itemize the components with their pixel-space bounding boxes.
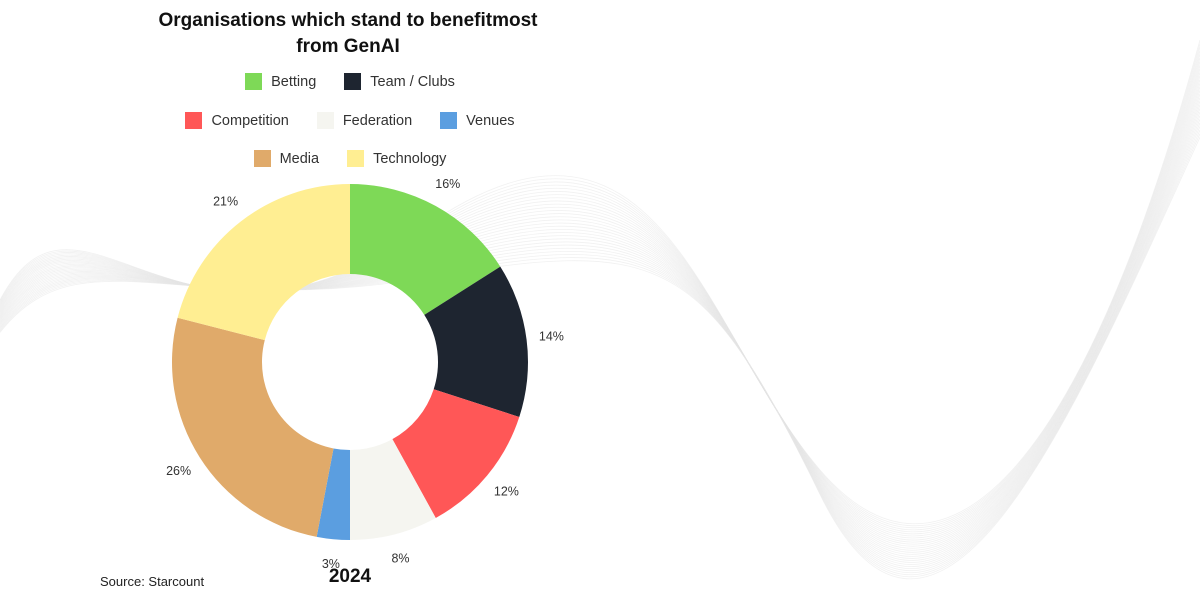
background-wave-line xyxy=(0,137,1200,579)
slice-label-venues: 3% xyxy=(322,557,340,571)
legend-swatch-media xyxy=(253,150,271,167)
slice-label-competition: 12% xyxy=(494,484,519,498)
slice-technology[interactable] xyxy=(177,184,350,341)
legend-item-competition[interactable]: Competition xyxy=(185,112,289,129)
legend-label-venues: Venues xyxy=(466,112,515,129)
legend-item-federation[interactable]: Federation xyxy=(316,112,413,129)
chart-title-line-2: from GenAI xyxy=(296,36,400,57)
legend-item-team-clubs[interactable]: Team / Clubs xyxy=(344,73,455,90)
slice-media[interactable] xyxy=(171,317,334,537)
slice-label-media: 26% xyxy=(166,464,191,478)
slice-label-federation: 8% xyxy=(391,552,409,566)
legend-label-technology: Technology xyxy=(373,150,447,167)
legend-swatch-federation xyxy=(316,112,334,129)
legend-row-3: Media Technology xyxy=(150,150,550,167)
legend-item-venues[interactable]: Venues xyxy=(440,112,515,129)
legend-label-team-clubs: Team / Clubs xyxy=(370,73,455,90)
legend-swatch-technology xyxy=(347,150,365,167)
slice-venues[interactable] xyxy=(316,448,350,540)
legend-label-betting: Betting xyxy=(271,73,317,90)
chart-caption-year: 2024 xyxy=(328,566,372,587)
slice-label-technology: 21% xyxy=(213,195,238,209)
legend-swatch-competition xyxy=(185,112,203,129)
slice-team-clubs[interactable] xyxy=(424,266,529,418)
legend-label-media: Media xyxy=(279,150,320,167)
legend-swatch-betting xyxy=(245,73,263,90)
chart-title: Organisations which stand to benefitmost… xyxy=(118,8,578,60)
source-note: Source: Starcount xyxy=(100,574,205,589)
slice-label-betting: 16% xyxy=(435,177,460,191)
slice-betting[interactable] xyxy=(350,184,501,315)
legend-item-technology[interactable]: Technology xyxy=(347,150,446,167)
legend-swatch-team-clubs xyxy=(344,73,362,90)
legend-row-2: Competition Federation Venues xyxy=(150,112,550,129)
slice-competition[interactable] xyxy=(392,389,520,518)
legend-item-media[interactable]: Media xyxy=(253,150,320,167)
slice-label-team-clubs: 14% xyxy=(539,330,564,344)
slice-federation[interactable] xyxy=(350,439,436,540)
legend-item-betting[interactable]: Betting xyxy=(245,73,316,90)
legend-label-competition: Competition xyxy=(211,112,289,129)
legend-row-1: Betting Team / Clubs xyxy=(150,73,550,90)
chart-title-line-1: Organisations which stand to benefitmost xyxy=(158,10,538,31)
legend-swatch-venues xyxy=(440,112,458,129)
legend-label-federation: Federation xyxy=(342,112,413,129)
